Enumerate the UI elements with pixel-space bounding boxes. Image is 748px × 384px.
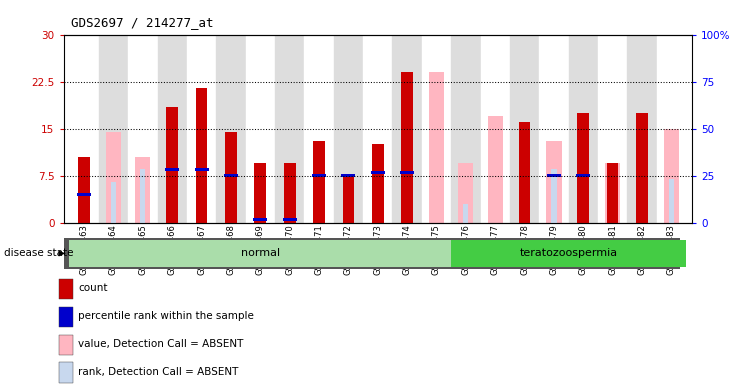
Bar xyxy=(275,35,304,223)
Bar xyxy=(341,174,355,177)
Bar xyxy=(488,116,503,223)
Bar xyxy=(254,218,267,221)
Bar xyxy=(128,35,158,223)
Bar xyxy=(372,144,384,223)
Bar xyxy=(547,174,561,177)
Bar xyxy=(165,168,180,171)
Bar xyxy=(568,35,598,223)
Text: percentile rank within the sample: percentile rank within the sample xyxy=(79,311,254,321)
Bar xyxy=(539,35,568,223)
Bar xyxy=(518,122,530,223)
Bar xyxy=(400,171,414,174)
Bar xyxy=(451,240,686,267)
Bar xyxy=(283,218,297,221)
Text: value, Detection Call = ABSENT: value, Detection Call = ABSENT xyxy=(79,339,244,349)
Bar xyxy=(245,35,275,223)
Bar xyxy=(363,35,393,223)
Bar xyxy=(313,141,325,223)
Bar xyxy=(59,362,73,383)
Bar xyxy=(312,174,326,177)
Text: teratozoospermia: teratozoospermia xyxy=(520,248,618,258)
Bar xyxy=(158,35,187,223)
Bar xyxy=(111,182,116,223)
Text: rank, Detection Call = ABSENT: rank, Detection Call = ABSENT xyxy=(79,367,239,377)
Bar xyxy=(334,35,363,223)
Bar xyxy=(70,35,99,223)
Bar xyxy=(480,35,510,223)
Bar xyxy=(576,174,590,177)
Bar xyxy=(371,171,384,174)
Bar xyxy=(422,35,451,223)
Text: disease state: disease state xyxy=(4,248,73,258)
Bar xyxy=(663,129,679,223)
Bar xyxy=(577,113,589,223)
Bar xyxy=(70,240,451,267)
Bar xyxy=(669,179,674,223)
Bar xyxy=(510,35,539,223)
Bar xyxy=(605,163,620,223)
Bar xyxy=(59,334,73,355)
Bar xyxy=(636,113,648,223)
Bar xyxy=(196,88,207,223)
Bar xyxy=(194,168,209,171)
Bar xyxy=(79,157,90,223)
Bar xyxy=(459,163,473,223)
Bar xyxy=(429,72,444,223)
Bar xyxy=(401,72,413,223)
Bar xyxy=(216,35,245,223)
Bar xyxy=(224,174,238,177)
Bar xyxy=(304,35,334,223)
Text: normal: normal xyxy=(241,248,280,258)
Bar xyxy=(225,132,237,223)
Bar xyxy=(283,163,295,223)
Bar xyxy=(628,35,657,223)
Text: GDS2697 / 214277_at: GDS2697 / 214277_at xyxy=(71,16,214,29)
Bar xyxy=(187,35,216,223)
Bar xyxy=(99,35,128,223)
Bar xyxy=(451,35,480,223)
Bar xyxy=(59,306,73,327)
Bar xyxy=(140,169,146,223)
Bar xyxy=(551,169,557,223)
Bar xyxy=(546,141,562,223)
Bar xyxy=(393,35,422,223)
Bar xyxy=(59,279,73,299)
Bar xyxy=(166,107,178,223)
Bar xyxy=(343,176,355,223)
Bar xyxy=(657,35,686,223)
Bar xyxy=(77,193,91,196)
Bar xyxy=(463,204,468,223)
Text: count: count xyxy=(79,283,108,293)
Bar xyxy=(106,132,121,223)
Bar xyxy=(598,35,628,223)
Bar xyxy=(607,163,619,223)
Bar xyxy=(135,157,150,223)
Bar xyxy=(254,163,266,223)
